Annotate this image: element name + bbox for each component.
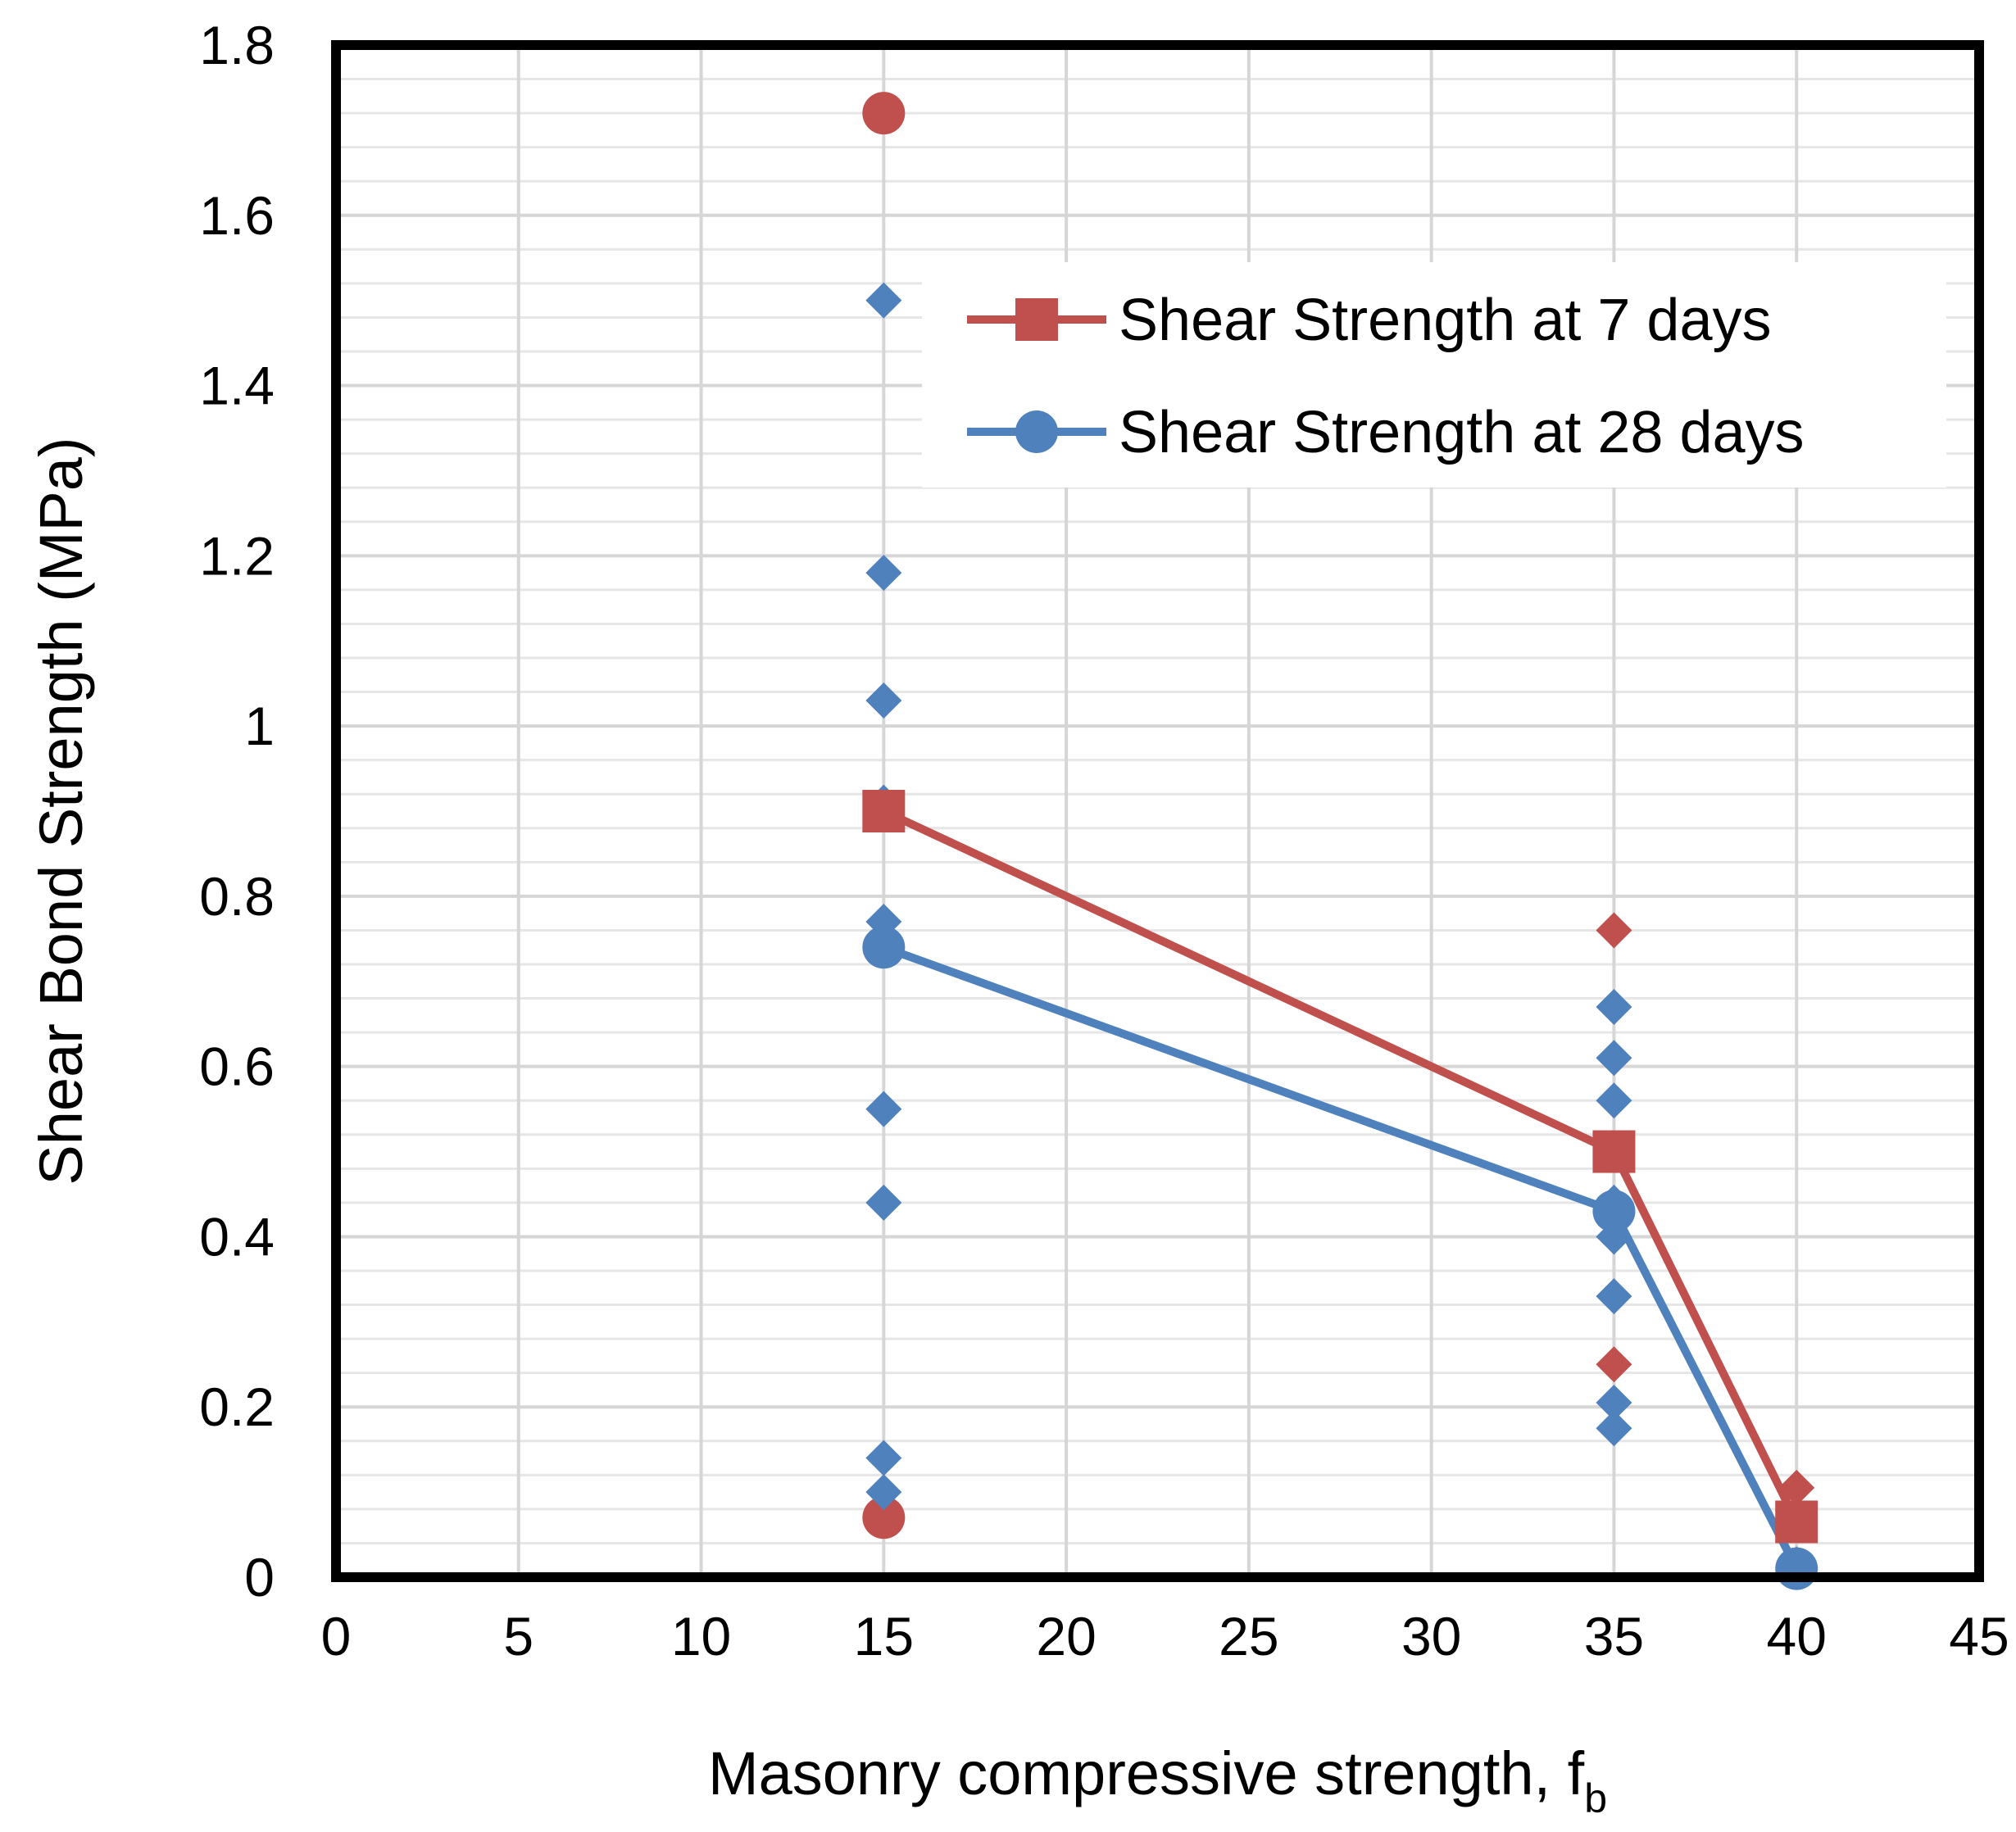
y-tick-label: 1.6 — [199, 185, 275, 246]
scatter-point-diamond — [865, 1184, 902, 1221]
scatter-point-diamond — [1596, 1040, 1632, 1077]
scatter-point-diamond — [865, 1474, 902, 1511]
series-point-28-days — [862, 926, 906, 969]
y-tick-label: 0 — [244, 1547, 275, 1608]
x-axis-title-text: Masonry compressive strength, f — [708, 1739, 1585, 1807]
x-axis-title-subscript: b — [1584, 1775, 1607, 1821]
x-tick-label: 5 — [503, 1606, 534, 1666]
y-axis-tick-labels: 0 0.2 0.4 0.6 0.8 1 1.2 1.4 1.6 1.8 — [199, 15, 275, 1608]
x-tick-label: 10 — [671, 1606, 731, 1666]
x-tick-label: 45 — [1949, 1606, 2009, 1666]
x-tick-label: 25 — [1219, 1606, 1278, 1666]
x-tick-label: 15 — [854, 1606, 914, 1666]
scatter-point-diamond — [1596, 988, 1632, 1025]
scatter-point-diamond — [1596, 1278, 1632, 1315]
scatter-point-diamond — [865, 282, 902, 319]
legend-label-7-days: Shear Strength at 7 days — [1119, 288, 1772, 353]
y-tick-label: 1 — [244, 696, 275, 756]
x-tick-label: 35 — [1584, 1606, 1644, 1666]
y-tick-label: 1.8 — [199, 15, 275, 75]
minor-gridlines — [336, 78, 1979, 1544]
scatter-point-diamond — [1596, 912, 1632, 949]
legend: Shear Strength at 7 days Shear Strength a… — [922, 262, 1946, 487]
legend-marker-square — [1015, 298, 1058, 341]
scatter-point-diamond — [865, 682, 902, 719]
legend-label-28-days: Shear Strength at 28 days — [1119, 400, 1805, 465]
scatter-point-circle — [862, 92, 906, 135]
x-axis-tick-labels: 0 5 10 15 20 25 30 35 40 45 — [321, 1606, 2009, 1666]
scatter-point-diamond — [1778, 1469, 1815, 1506]
scatter-point-diamond — [1596, 1385, 1632, 1422]
x-tick-label: 30 — [1401, 1606, 1461, 1666]
y-tick-label: 0.6 — [199, 1036, 275, 1097]
y-tick-label: 0.8 — [199, 866, 275, 927]
legend-background — [922, 262, 1946, 487]
data-points — [862, 92, 1818, 1590]
x-tick-label: 0 — [321, 1606, 352, 1666]
series-point-28-days — [1592, 1190, 1636, 1233]
scatter-point-diamond — [865, 1440, 902, 1476]
x-tick-label: 40 — [1767, 1606, 1827, 1666]
x-axis-title: Masonry compressive strength, fb — [708, 1739, 1607, 1821]
scatter-point-diamond — [1596, 1082, 1632, 1119]
y-tick-label: 1.2 — [199, 525, 275, 586]
series-point-28-days — [1775, 1547, 1818, 1590]
series-point-7-days — [862, 790, 906, 832]
scatter-point-diamond — [1596, 1346, 1632, 1383]
scatter-point-diamond — [865, 1091, 902, 1127]
y-tick-label: 1.4 — [199, 356, 275, 416]
scatter-point-diamond — [865, 555, 902, 592]
y-tick-label: 0.2 — [199, 1376, 275, 1437]
legend-marker-circle — [1015, 410, 1058, 453]
scatter-point-diamond — [1596, 1410, 1632, 1447]
plot-frame — [331, 40, 1984, 1582]
series-point-7-days — [1592, 1130, 1636, 1173]
y-tick-label: 0.4 — [199, 1206, 275, 1267]
scatter-point-circle — [862, 1496, 906, 1540]
x-tick-label: 20 — [1036, 1606, 1096, 1666]
y-axis-title: Shear Bond Strength (MPa) — [27, 437, 95, 1185]
series-point-7-days — [1775, 1500, 1818, 1544]
